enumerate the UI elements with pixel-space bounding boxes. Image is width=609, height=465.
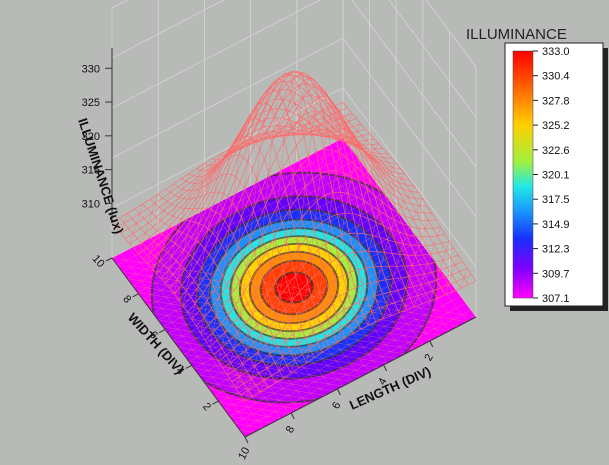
legend-colorbar [512, 50, 534, 299]
x-tick-label: 8 [284, 424, 297, 435]
legend-level-label: 317.5 [542, 194, 570, 206]
z-tick-label: 330 [82, 63, 100, 75]
y-tick-label: 8 [120, 293, 133, 306]
legend: ILLUMINANCE 333.0 330.4 327.8 325.2 322.6 320… [466, 26, 608, 311]
z-tick-label: 320 [82, 131, 100, 143]
legend-level-label: 325.2 [542, 120, 570, 132]
legend-level-label: 309.7 [542, 268, 570, 280]
x-tick-label: 4 [376, 376, 389, 387]
legend-level-label: 312.3 [542, 244, 570, 256]
legend-level-label: 314.9 [542, 219, 570, 231]
x-tick-label: 6 [330, 400, 343, 411]
legend-level-label: 327.8 [542, 95, 570, 107]
legend-level-label: 307.1 [542, 293, 570, 305]
z-tick-label: 310 [82, 198, 100, 210]
legend-level-label: 320.1 [542, 170, 570, 182]
x-tick-label: 10 [236, 445, 252, 461]
legend-level-label: 333.0 [542, 46, 570, 58]
legend-level-label: 330.4 [542, 71, 570, 83]
y-tick-label: 2 [200, 401, 213, 414]
legend-level-label: 322.6 [542, 145, 570, 157]
z-tick-label: 325 [82, 97, 100, 109]
z-tick-label: 315 [82, 165, 100, 177]
surface-mesh [111, 71, 477, 402]
y-tick-label: 10 [90, 253, 107, 270]
x-tick-label: 2 [422, 352, 435, 363]
legend-title: ILLUMINANCE [466, 26, 567, 43]
